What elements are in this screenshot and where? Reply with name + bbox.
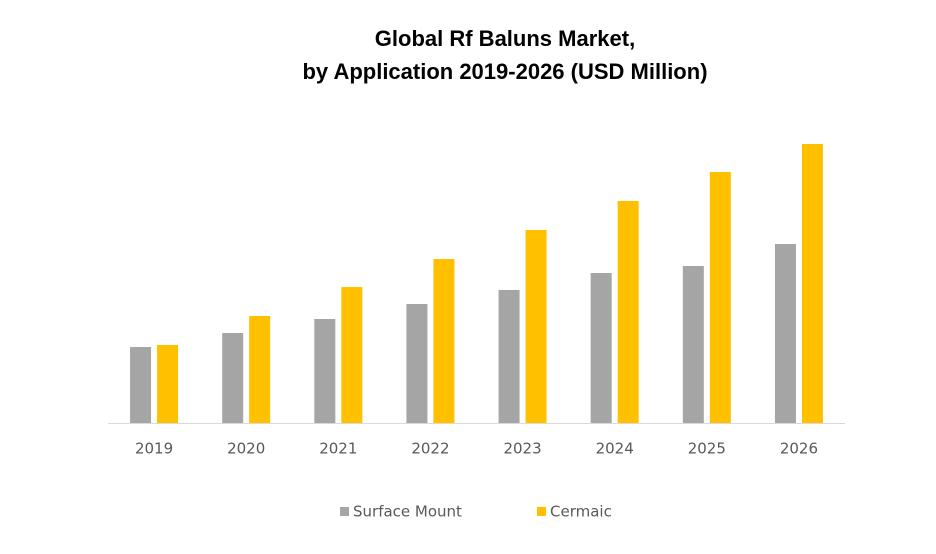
bar bbox=[709, 172, 731, 423]
bar bbox=[801, 144, 823, 423]
bar bbox=[341, 287, 363, 423]
bar bbox=[406, 304, 428, 423]
legend-label: Cermaic bbox=[550, 503, 612, 521]
bar bbox=[682, 266, 704, 423]
bar bbox=[590, 273, 612, 423]
x-tick-label: 2025 bbox=[688, 440, 726, 458]
x-tick-label: 2021 bbox=[319, 440, 357, 458]
chart-title: by Application 2019-2026 (USD Million) bbox=[302, 59, 707, 84]
x-tick-label: 2020 bbox=[227, 440, 265, 458]
chart-title: Global Rf Baluns Market, bbox=[375, 26, 635, 51]
bar bbox=[617, 201, 639, 423]
bar bbox=[130, 347, 152, 423]
legend-swatch bbox=[340, 507, 349, 516]
bar bbox=[314, 319, 336, 423]
x-tick-label: 2022 bbox=[411, 440, 449, 458]
x-tick-label: 2026 bbox=[780, 440, 818, 458]
x-tick-label: 2024 bbox=[596, 440, 634, 458]
bar bbox=[222, 333, 244, 423]
bar bbox=[774, 244, 796, 423]
legend-label: Surface Mount bbox=[353, 503, 462, 521]
bar bbox=[157, 345, 179, 423]
x-tick-label: 2023 bbox=[503, 440, 541, 458]
bar bbox=[525, 230, 547, 423]
x-tick-label: 2019 bbox=[135, 440, 173, 458]
legend-swatch bbox=[537, 507, 546, 516]
bar bbox=[433, 259, 455, 423]
bar bbox=[249, 316, 271, 423]
bar bbox=[498, 290, 520, 423]
